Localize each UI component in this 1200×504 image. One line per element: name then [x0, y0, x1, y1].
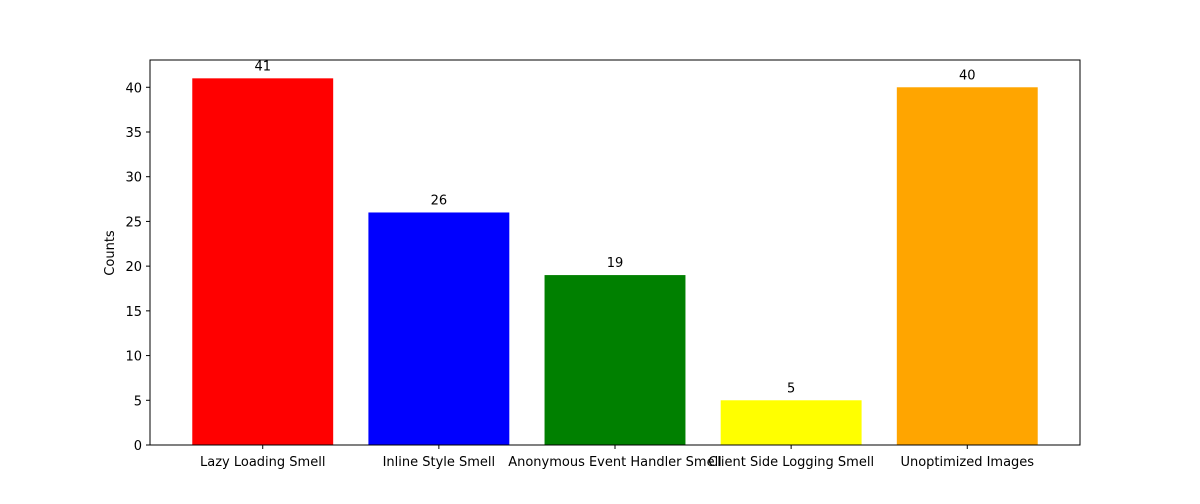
bar: [896, 87, 1038, 445]
y-tick-label: 5: [134, 394, 142, 409]
y-tick-label: 20: [125, 260, 142, 275]
x-tick-label: Anonymous Event Handler Smell: [508, 455, 722, 470]
x-tick-label: Client Side Logging Smell: [708, 455, 874, 470]
bar: [544, 275, 686, 445]
x-tick-label: Inline Style Smell: [383, 455, 496, 470]
bar-value-label: 41: [254, 59, 271, 74]
y-axis-label: Counts: [103, 230, 118, 276]
y-tick-label: 0: [134, 439, 142, 454]
y-tick-label: 35: [125, 126, 142, 141]
y-tick-label: 10: [125, 350, 142, 365]
bars: [192, 78, 1038, 445]
bar: [720, 400, 862, 445]
bar-value-label: 19: [607, 256, 624, 271]
y-tick-label: 15: [125, 305, 142, 320]
bar-value-label: 5: [787, 381, 795, 396]
y-tick-label: 25: [125, 215, 142, 230]
bar-value-label: 26: [431, 193, 448, 208]
bar-value-label: 40: [959, 68, 976, 83]
x-tick-label: Unoptimized Images: [900, 455, 1034, 470]
bar-value-labels: 41 26 19 5 40: [254, 59, 975, 396]
axis-ticks: Lazy Loading Smell Inline Style Smell Anon…: [125, 81, 1034, 470]
bar: [192, 78, 334, 445]
bar: [368, 212, 510, 445]
plot-frame: [149, 59, 1081, 446]
x-tick-label: Lazy Loading Smell: [200, 455, 325, 470]
y-tick-label: 30: [125, 171, 142, 186]
y-tick-label: 40: [125, 81, 142, 96]
